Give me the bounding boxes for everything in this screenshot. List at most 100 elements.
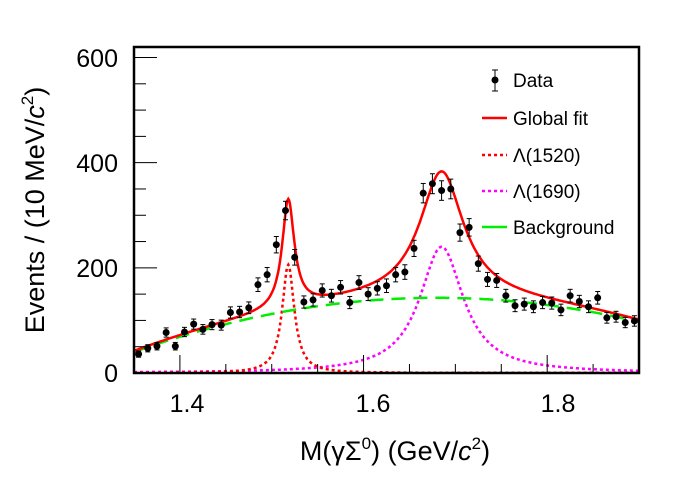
data-point [263, 266, 271, 283]
legend-item-global-fit: Global fit [482, 109, 589, 130]
legend-item-data: Data [491, 69, 554, 92]
data-point [245, 301, 253, 315]
data-marker [254, 281, 262, 289]
y-axis-title: Events / (10 MeV/c2) [18, 87, 50, 334]
data-marker [539, 299, 547, 307]
data-marker [575, 297, 583, 305]
data-marker [245, 304, 253, 312]
data-point [484, 271, 491, 287]
data-point [355, 275, 363, 290]
data-point [300, 295, 308, 309]
data-point [511, 299, 519, 313]
data-point [447, 178, 455, 200]
data-point [392, 266, 400, 283]
legend-label-lambda1690: Λ(1690) [513, 182, 581, 203]
legend-item-lambda1520: Λ(1520) [482, 146, 581, 167]
data-point [291, 249, 299, 266]
legend-label-background: Background [513, 218, 614, 239]
data-point [135, 350, 143, 358]
data-marker [282, 207, 289, 215]
data-marker [401, 268, 409, 276]
data-marker [585, 303, 592, 311]
data-marker [594, 294, 602, 302]
data-marker [327, 292, 335, 300]
data-marker [291, 253, 299, 261]
data-point [520, 297, 528, 311]
legend-item-background: Background [482, 218, 614, 239]
data-marker [346, 299, 354, 307]
data-marker [135, 350, 143, 358]
data-point [575, 294, 583, 309]
legend-label-global-fit: Global fit [513, 109, 589, 130]
data-point [199, 324, 207, 335]
data-marker [484, 275, 491, 283]
data-marker [502, 292, 510, 300]
data-marker [318, 286, 326, 294]
data-point [630, 315, 638, 327]
legend-label-lambda1520: Λ(1520) [513, 146, 581, 167]
data-point [419, 182, 427, 204]
data-marker [438, 187, 446, 195]
data-marker [474, 260, 482, 268]
data-marker [144, 344, 152, 352]
data-marker [392, 271, 400, 279]
data-marker [630, 317, 638, 325]
data-marker [410, 244, 418, 252]
data-marker [364, 290, 372, 298]
data-point [428, 173, 436, 195]
data-point [181, 326, 188, 338]
data-point [346, 295, 354, 310]
data-point [557, 303, 565, 317]
data-marker [566, 292, 574, 300]
data-marker [511, 302, 519, 310]
data-point [364, 287, 372, 302]
data-point [493, 272, 501, 288]
data-point [594, 291, 602, 305]
data-marker [612, 313, 620, 321]
data-marker [373, 284, 381, 292]
data-marker [493, 276, 501, 284]
data-point [226, 306, 234, 319]
x-tick-label-1.6: 1.6 [356, 390, 391, 418]
legend: Data Global fit Λ(1520) Λ(1690) Backgrou… [482, 69, 614, 239]
data-point [539, 295, 547, 310]
data-marker [383, 282, 390, 290]
data-point [465, 218, 473, 237]
data-marker [456, 229, 464, 237]
data-marker [337, 283, 345, 291]
data-marker [199, 325, 207, 333]
data-marker [603, 314, 611, 322]
data-marker [300, 298, 308, 306]
data-marker [621, 319, 629, 327]
data-points-layer [135, 173, 638, 358]
data-point [529, 300, 537, 314]
data-point [272, 235, 280, 254]
data-marker [263, 271, 271, 279]
data-point [373, 281, 381, 296]
data-point [410, 239, 418, 257]
data-marker [272, 241, 280, 249]
data-marker [190, 320, 198, 328]
data-point [401, 264, 409, 280]
x-tick-label-1.4: 1.4 [170, 390, 205, 418]
data-marker [162, 329, 170, 337]
data-point [144, 344, 152, 353]
y-tick-label-200: 200 [76, 255, 118, 283]
data-point [456, 223, 464, 242]
data-marker [447, 185, 455, 193]
data-point [585, 300, 592, 314]
global-fit-curve [133, 170, 640, 352]
data-point [318, 283, 326, 298]
data-marker [355, 279, 363, 287]
data-marker [428, 180, 436, 188]
data-marker [520, 300, 528, 308]
data-marker [529, 303, 537, 311]
y-tick-label-0: 0 [104, 360, 118, 388]
data-point [337, 280, 345, 295]
y-tick-label-600: 600 [76, 45, 118, 73]
data-point [208, 319, 216, 331]
data-point [566, 288, 574, 303]
data-point [383, 278, 390, 293]
data-point [438, 180, 446, 201]
y-tick-label-400: 400 [76, 150, 118, 178]
